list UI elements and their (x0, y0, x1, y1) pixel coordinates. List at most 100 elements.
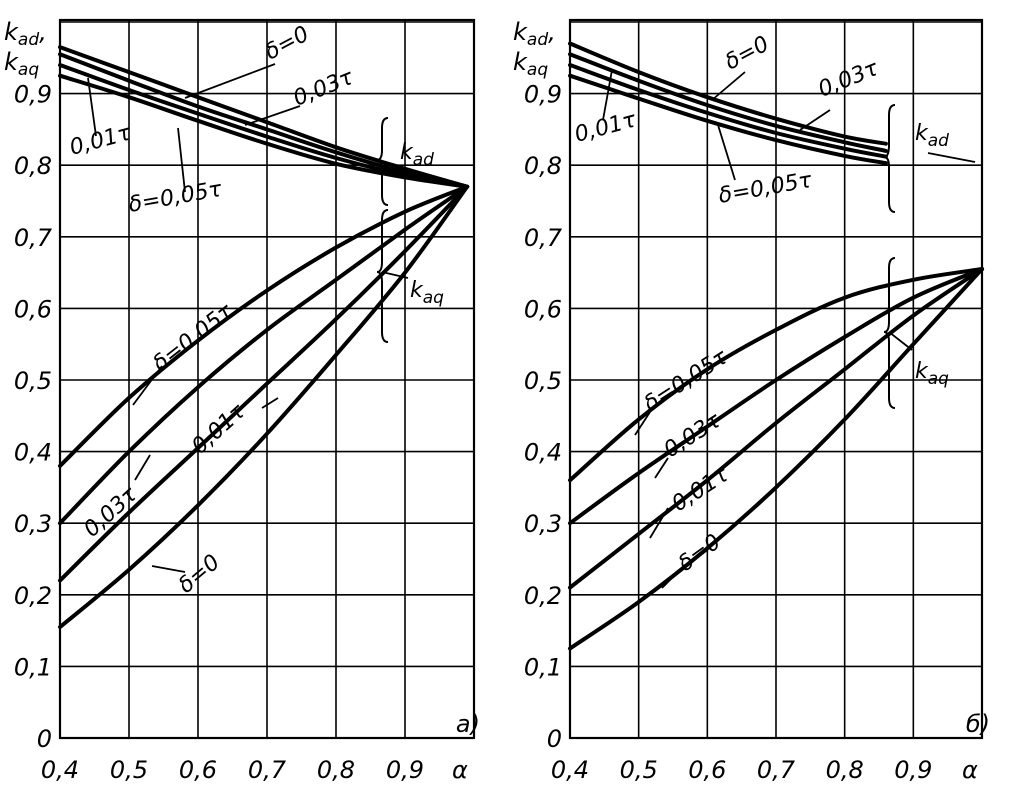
x-tick-label: 0,6 (179, 756, 217, 784)
label-b-kad-003: 0,03τ (815, 56, 883, 103)
leader-a-kaq-005 (132, 365, 163, 406)
label-b-kaq-k: kaq (915, 359, 949, 389)
series-line-kad (568, 63, 888, 159)
x-tick-label: 0,9 (894, 756, 932, 784)
brace-a-kaq (376, 209, 389, 343)
y-tick-label: 0,2 (14, 582, 52, 610)
leader-a-kaq-001 (261, 397, 279, 409)
x-tick-label: 0,8 (317, 756, 355, 784)
x-tick-label: 0,6 (688, 756, 726, 784)
y-tick-label: 0,5 (14, 367, 52, 395)
y-tick-label: 0,1 (524, 653, 562, 681)
plot-frame-a (58, 18, 476, 740)
label-a-kad-005: δ=0,05τ (127, 177, 225, 218)
series-line-kad (568, 73, 888, 166)
x-axis-label: α (452, 756, 468, 784)
leader-a-kaq (381, 271, 409, 279)
panel-b-annotations: δ=0 0,03τ 0,01τ δ=0,05τ kad kaq δ=0,05τ … (572, 32, 976, 589)
leader-b-kad (927, 152, 976, 163)
x-tick-label: 0,7 (248, 756, 287, 784)
leader-b-kad-005 (717, 124, 736, 181)
y-axis-label-2: kaq (4, 48, 39, 80)
leader-b-kaq-delta0 (661, 569, 681, 589)
label-a-kad-delta0: δ=0 (261, 22, 313, 66)
series-line-kad (58, 63, 470, 189)
label-b-kad-delta0: δ=0 (721, 32, 773, 76)
y-tick-label: 0,9 (14, 81, 52, 109)
panel-b: 0 0,1 0,2 0,3 0,4 0,5 0,6 0,7 0,8 0,9 0,4 0,5 0,6 0,7… (513, 18, 990, 784)
panel-label: б) (966, 710, 990, 738)
label-a-kad-001: 0,01τ (67, 120, 134, 160)
series-line-kad (58, 45, 470, 189)
leader-a-kad-003 (244, 105, 301, 126)
leader-b-kad-001 (602, 69, 613, 121)
plot-frame-b (568, 18, 984, 740)
label-b-kad-001: 0,01τ (572, 107, 639, 147)
brace-b-kaq (883, 257, 896, 409)
y-axis-label-2: kaq (513, 48, 548, 80)
label-a-kad-003: 0,03τ (290, 65, 358, 112)
panel-label: a) (456, 710, 480, 738)
leader-b-kaq-001 (649, 507, 669, 539)
leader-a-kaq-delta0 (151, 565, 186, 573)
y-tick-label: 0 (547, 725, 562, 753)
y-tick-label: 0,7 (14, 224, 53, 252)
label-a-kad-k: kad (400, 140, 434, 170)
y-tick-label: 0,8 (14, 152, 52, 180)
leader-b-kad-003 (799, 109, 831, 131)
y-tick-label: 0,3 (524, 510, 562, 538)
panel-a: 0 0,1 0,2 0,3 0,4 0,5 0,6 0,7 0,8 0,9 0,4 0,5 0,6 0,7… (4, 18, 480, 784)
y-tick-label: 0,6 (524, 295, 562, 323)
y-tick-label: 0 (37, 725, 52, 753)
label-a-kaq-delta0: δ=0 (174, 550, 225, 599)
y-tick-label: 0,6 (14, 295, 52, 323)
series-line-kad (58, 52, 470, 189)
x-tick-label: 0,8 (826, 756, 864, 784)
leader-a-kad-005 (177, 127, 186, 193)
series-line-kad (568, 41, 888, 146)
x-tick-label: 0,5 (620, 756, 658, 784)
x-tick-label: 0,9 (386, 756, 424, 784)
x-axis-label: α (962, 756, 978, 784)
leader-a-kaq-003 (134, 454, 151, 481)
x-tick-label: 0,5 (110, 756, 148, 784)
leader-b-kaq-005 (634, 411, 651, 436)
label-b-kad-k: kad (915, 121, 949, 151)
leader-a-kad-001 (87, 77, 97, 137)
x-tick-label: 0,7 (757, 756, 796, 784)
y-tick-label: 0,3 (14, 510, 52, 538)
series-line-kaq (568, 267, 984, 590)
x-tick-label: 0,4 (41, 756, 79, 784)
brace-b-kad (883, 104, 896, 213)
y-tick-label: 0,1 (14, 653, 52, 681)
y-tick-label: 0,9 (524, 81, 562, 109)
label-b-kaq-003: 0,03τ (660, 408, 726, 463)
y-tick-label: 0,5 (524, 367, 562, 395)
y-axis-label: kad, (4, 18, 47, 50)
panel-a-annotations: δ=0 0,03τ 0,01τ δ=0,05τ kad kaq δ=0,05τ … (67, 22, 444, 599)
x-tick-label: 0,4 (551, 756, 589, 784)
label-a-kaq-k: kaq (410, 278, 444, 308)
series-line-kaq (58, 184, 470, 629)
leader-a-kad-delta0 (184, 63, 276, 99)
label-b-kad-005: δ=0,05τ (717, 168, 815, 209)
y-tick-label: 0,4 (14, 439, 52, 467)
leader-b-kaq (888, 331, 913, 351)
series-line-kaq (568, 267, 984, 483)
leader-b-kaq-003 (654, 457, 669, 479)
y-tick-label: 0,2 (524, 582, 562, 610)
series-line-kaq (58, 184, 470, 583)
y-tick-label: 0,7 (524, 224, 563, 252)
y-tick-label: 0,4 (524, 439, 562, 467)
label-b-kaq-001: 0,01τ (668, 462, 734, 517)
leader-b-kad-delta0 (711, 71, 746, 101)
series-line-kaq (58, 184, 470, 468)
brace-a-kad (376, 117, 389, 206)
y-axis-label: kad, (513, 18, 556, 50)
series-line-kad (58, 73, 470, 189)
series-line-kad (568, 52, 888, 153)
series-line-kaq (568, 267, 984, 526)
series-line-kaq (58, 184, 470, 526)
series-line-kaq (568, 267, 984, 651)
